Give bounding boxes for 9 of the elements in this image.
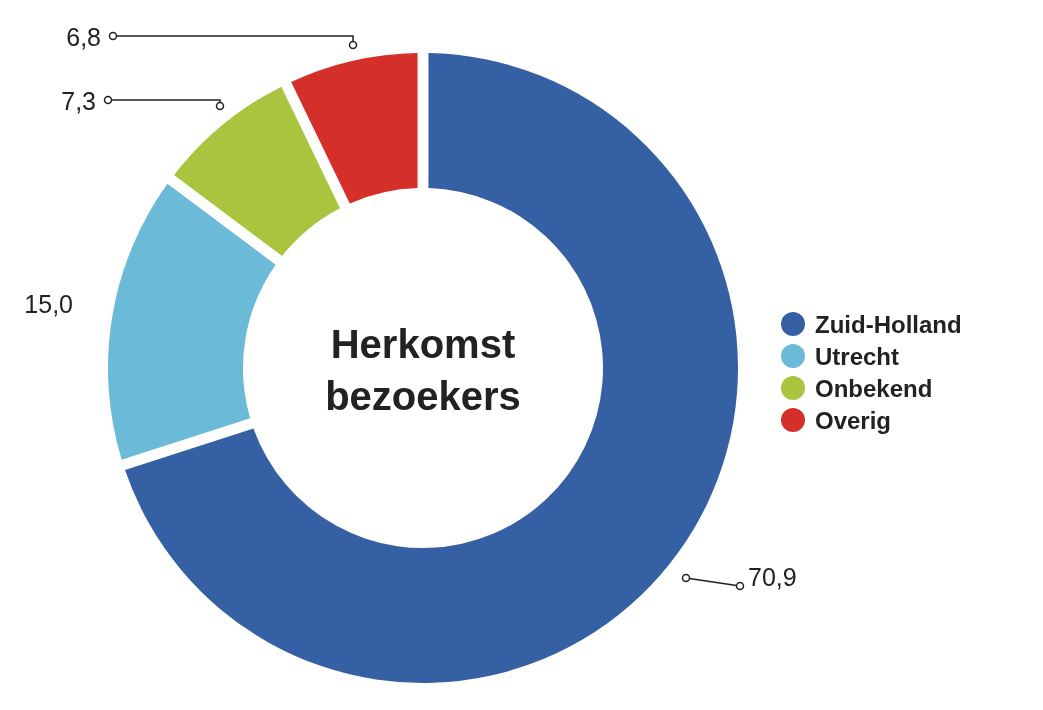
- legend-label: Utrecht: [815, 343, 900, 370]
- text: Herkomst bezoekers: [325, 322, 521, 418]
- data-label: 6,8: [66, 23, 101, 51]
- legend-label: Onbekend: [815, 375, 933, 402]
- data-label: 7,3: [61, 87, 96, 115]
- legend-label: Zuid-Holland: [815, 311, 962, 338]
- data-label: 70,9: [748, 563, 797, 591]
- legend-label: Overig: [815, 407, 892, 434]
- data-label: 15,0: [24, 290, 73, 318]
